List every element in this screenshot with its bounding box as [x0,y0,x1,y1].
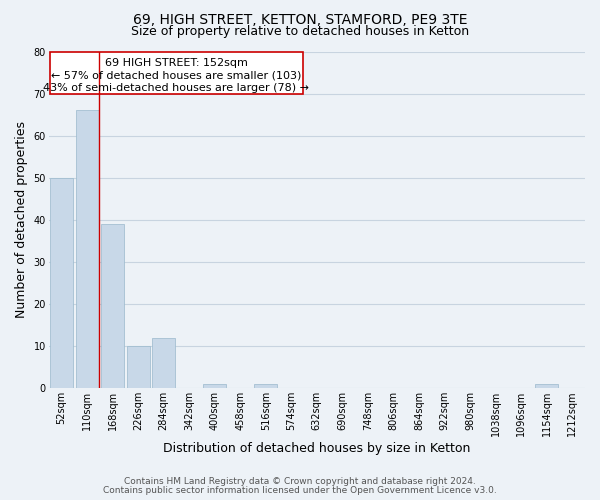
Y-axis label: Number of detached properties: Number of detached properties [15,122,28,318]
FancyBboxPatch shape [50,52,303,94]
Text: 43% of semi-detached houses are larger (78) →: 43% of semi-detached houses are larger (… [43,83,310,93]
Text: ← 57% of detached houses are smaller (103): ← 57% of detached houses are smaller (10… [51,70,302,81]
Text: Size of property relative to detached houses in Ketton: Size of property relative to detached ho… [131,25,469,38]
Bar [127,346,149,388]
Bar [535,384,558,388]
Bar [50,178,73,388]
Bar [76,110,98,388]
Bar [152,338,175,388]
Text: Contains HM Land Registry data © Crown copyright and database right 2024.: Contains HM Land Registry data © Crown c… [124,477,476,486]
Text: 69, HIGH STREET, KETTON, STAMFORD, PE9 3TE: 69, HIGH STREET, KETTON, STAMFORD, PE9 3… [133,12,467,26]
Bar [203,384,226,388]
Text: 69 HIGH STREET: 152sqm: 69 HIGH STREET: 152sqm [105,58,248,68]
Bar [254,384,277,388]
Bar [101,224,124,388]
Text: Contains public sector information licensed under the Open Government Licence v3: Contains public sector information licen… [103,486,497,495]
X-axis label: Distribution of detached houses by size in Ketton: Distribution of detached houses by size … [163,442,470,455]
